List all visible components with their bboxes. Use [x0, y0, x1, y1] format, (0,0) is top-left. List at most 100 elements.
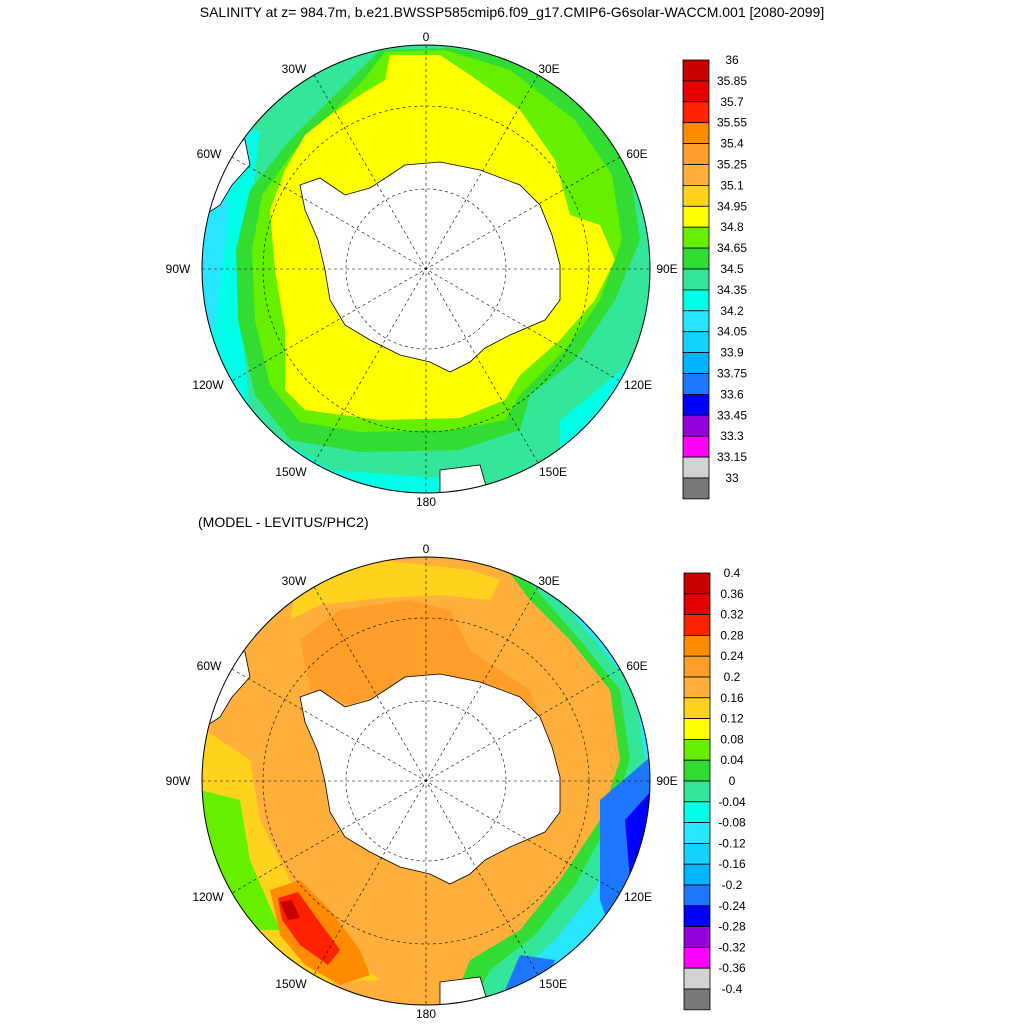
colorbar-tick-label: 36 — [725, 53, 739, 67]
colorbar-box — [683, 843, 711, 865]
lon-label-150w: 150W — [275, 465, 307, 479]
graticule — [202, 557, 650, 1005]
colorbar-tick-label: 0.32 — [720, 608, 744, 622]
colorbar-tick-label: 0.2 — [724, 670, 741, 684]
colorbar-box — [682, 310, 710, 333]
lon-label-60w: 60W — [197, 659, 222, 673]
colorbar-tick-label: 0.4 — [724, 566, 741, 580]
colorbar-box — [682, 205, 710, 228]
colorbar-tick-label: 35.4 — [720, 137, 744, 151]
colorbar-box — [683, 718, 711, 740]
graticule — [202, 45, 650, 493]
colorbar-box — [682, 268, 710, 291]
colorbar-tick-label: -0.36 — [718, 961, 746, 975]
colorbar-tick-label: 34.35 — [717, 283, 747, 297]
map-border — [201, 44, 651, 494]
lon-label-180: 180 — [416, 1007, 436, 1021]
colorbar-box — [683, 697, 711, 719]
colorbar-tick-label: 33.9 — [720, 346, 744, 360]
colorbar-tick-label: -0.04 — [718, 795, 746, 809]
colorbar-box — [683, 593, 711, 615]
lon-label-150w: 150W — [275, 977, 307, 991]
colorbar-tick-label: 35.55 — [717, 116, 747, 130]
lon-label-120w: 120W — [192, 890, 224, 904]
difference-panel-title: (MODEL - LEVITUS/PHC2) — [198, 514, 369, 530]
colorbar-box — [683, 780, 711, 803]
colorbar-tick-label: -0.4 — [722, 982, 743, 996]
colorbar-tick-label: -0.16 — [718, 857, 746, 871]
colorbar-box — [682, 184, 710, 207]
colorbar-box — [683, 884, 711, 907]
lon-label-60w: 60W — [197, 147, 222, 161]
lon-label-0: 0 — [423, 542, 430, 556]
diff-band-0.4 — [280, 900, 300, 920]
lon-label-30w: 30W — [282, 62, 307, 76]
lon-label-150e: 150E — [539, 465, 567, 479]
colorbar-tick-label: 33.75 — [717, 367, 747, 381]
colorbar-box — [682, 101, 710, 124]
colorbar-box — [682, 352, 710, 374]
colorbar-box — [682, 331, 710, 354]
antarctica-landmass — [299, 161, 561, 373]
colorbar-box — [683, 801, 711, 823]
colorbar-tick-label: 0.24 — [720, 649, 744, 663]
colorbar-box — [683, 947, 711, 969]
colorbar-box — [683, 822, 711, 844]
colorbar-box — [683, 926, 711, 948]
colorbar-tick-label: 34.8 — [720, 220, 744, 234]
lon-label-30e: 30E — [538, 574, 559, 588]
colorbar-tick-label: 33.3 — [720, 429, 744, 443]
difference-colorbar: 0.4 0.36 0.32 0.28 0.24 0.2 0.16 0.12 0.08 0.04 0 -… — [683, 566, 746, 1011]
lon-label-30e: 30E — [538, 62, 559, 76]
colorbar-tick-label: 33.6 — [720, 387, 744, 401]
colorbar-box — [682, 122, 710, 144]
colorbar-box — [683, 635, 711, 657]
colorbar-tick-label: 34.05 — [717, 325, 747, 339]
colorbar-tick-label: 0.04 — [720, 753, 744, 767]
colorbar-box — [683, 863, 711, 886]
difference-map: 0 30E 60E 90E 120E 150E 180 150W 120W 90… — [166, 542, 678, 1021]
colorbar-box — [682, 143, 710, 165]
colorbar-tick-label: 0.36 — [720, 587, 744, 601]
colorbar-box — [683, 572, 711, 595]
lon-label-120w: 120W — [192, 378, 224, 392]
lon-label-120e: 120E — [624, 378, 652, 392]
lon-label-150e: 150E — [539, 977, 567, 991]
colorbar-tick-label: 33 — [725, 471, 739, 485]
lon-label-90w: 90W — [166, 262, 191, 276]
colorbar-box — [682, 477, 710, 500]
salinity-map: 0 30E 60E 90E 120E 150E 180 150W 120W 90… — [166, 30, 678, 509]
lon-label-90w: 90W — [166, 774, 191, 788]
lon-label-90e: 90E — [656, 774, 677, 788]
colorbar-tick-label: 0.16 — [720, 691, 744, 705]
colorbar-tick-label: 0.12 — [720, 712, 744, 726]
colorbar-box — [682, 456, 710, 479]
map-border — [201, 556, 651, 1006]
colorbar-tick-label: -0.24 — [718, 899, 746, 913]
colorbar-box — [682, 226, 710, 249]
antarctica-landmass — [299, 673, 561, 885]
colorbar-box — [683, 614, 711, 636]
lon-label-0: 0 — [423, 30, 430, 44]
diff-band-0.12-north — [290, 560, 500, 620]
colorbar-box — [682, 164, 710, 186]
colorbar-tick-label: 35.25 — [717, 158, 747, 172]
colorbar-box — [682, 247, 710, 270]
colorbar-box — [683, 759, 711, 782]
colorbar-tick-label: 34.65 — [717, 241, 747, 255]
colorbar-tick-label: -0.28 — [718, 920, 746, 934]
lon-label-90e: 90E — [656, 262, 677, 276]
lon-label-120e: 120E — [624, 890, 652, 904]
ocean-band-34.2 — [202, 200, 230, 340]
colorbar-box — [682, 373, 710, 395]
colorbar-tick-label: 35.85 — [717, 74, 747, 88]
colorbar-tick-label: 34.2 — [720, 304, 744, 318]
colorbar-box — [683, 988, 711, 1011]
lon-label-180: 180 — [416, 495, 436, 509]
colorbar-tick-label: -0.08 — [718, 816, 746, 830]
colorbar-tick-label: 34.95 — [717, 199, 747, 213]
colorbar-tick-label: 0.28 — [720, 628, 744, 642]
lon-label-30w: 30W — [282, 574, 307, 588]
colorbar-tick-label: 33.45 — [717, 408, 747, 422]
